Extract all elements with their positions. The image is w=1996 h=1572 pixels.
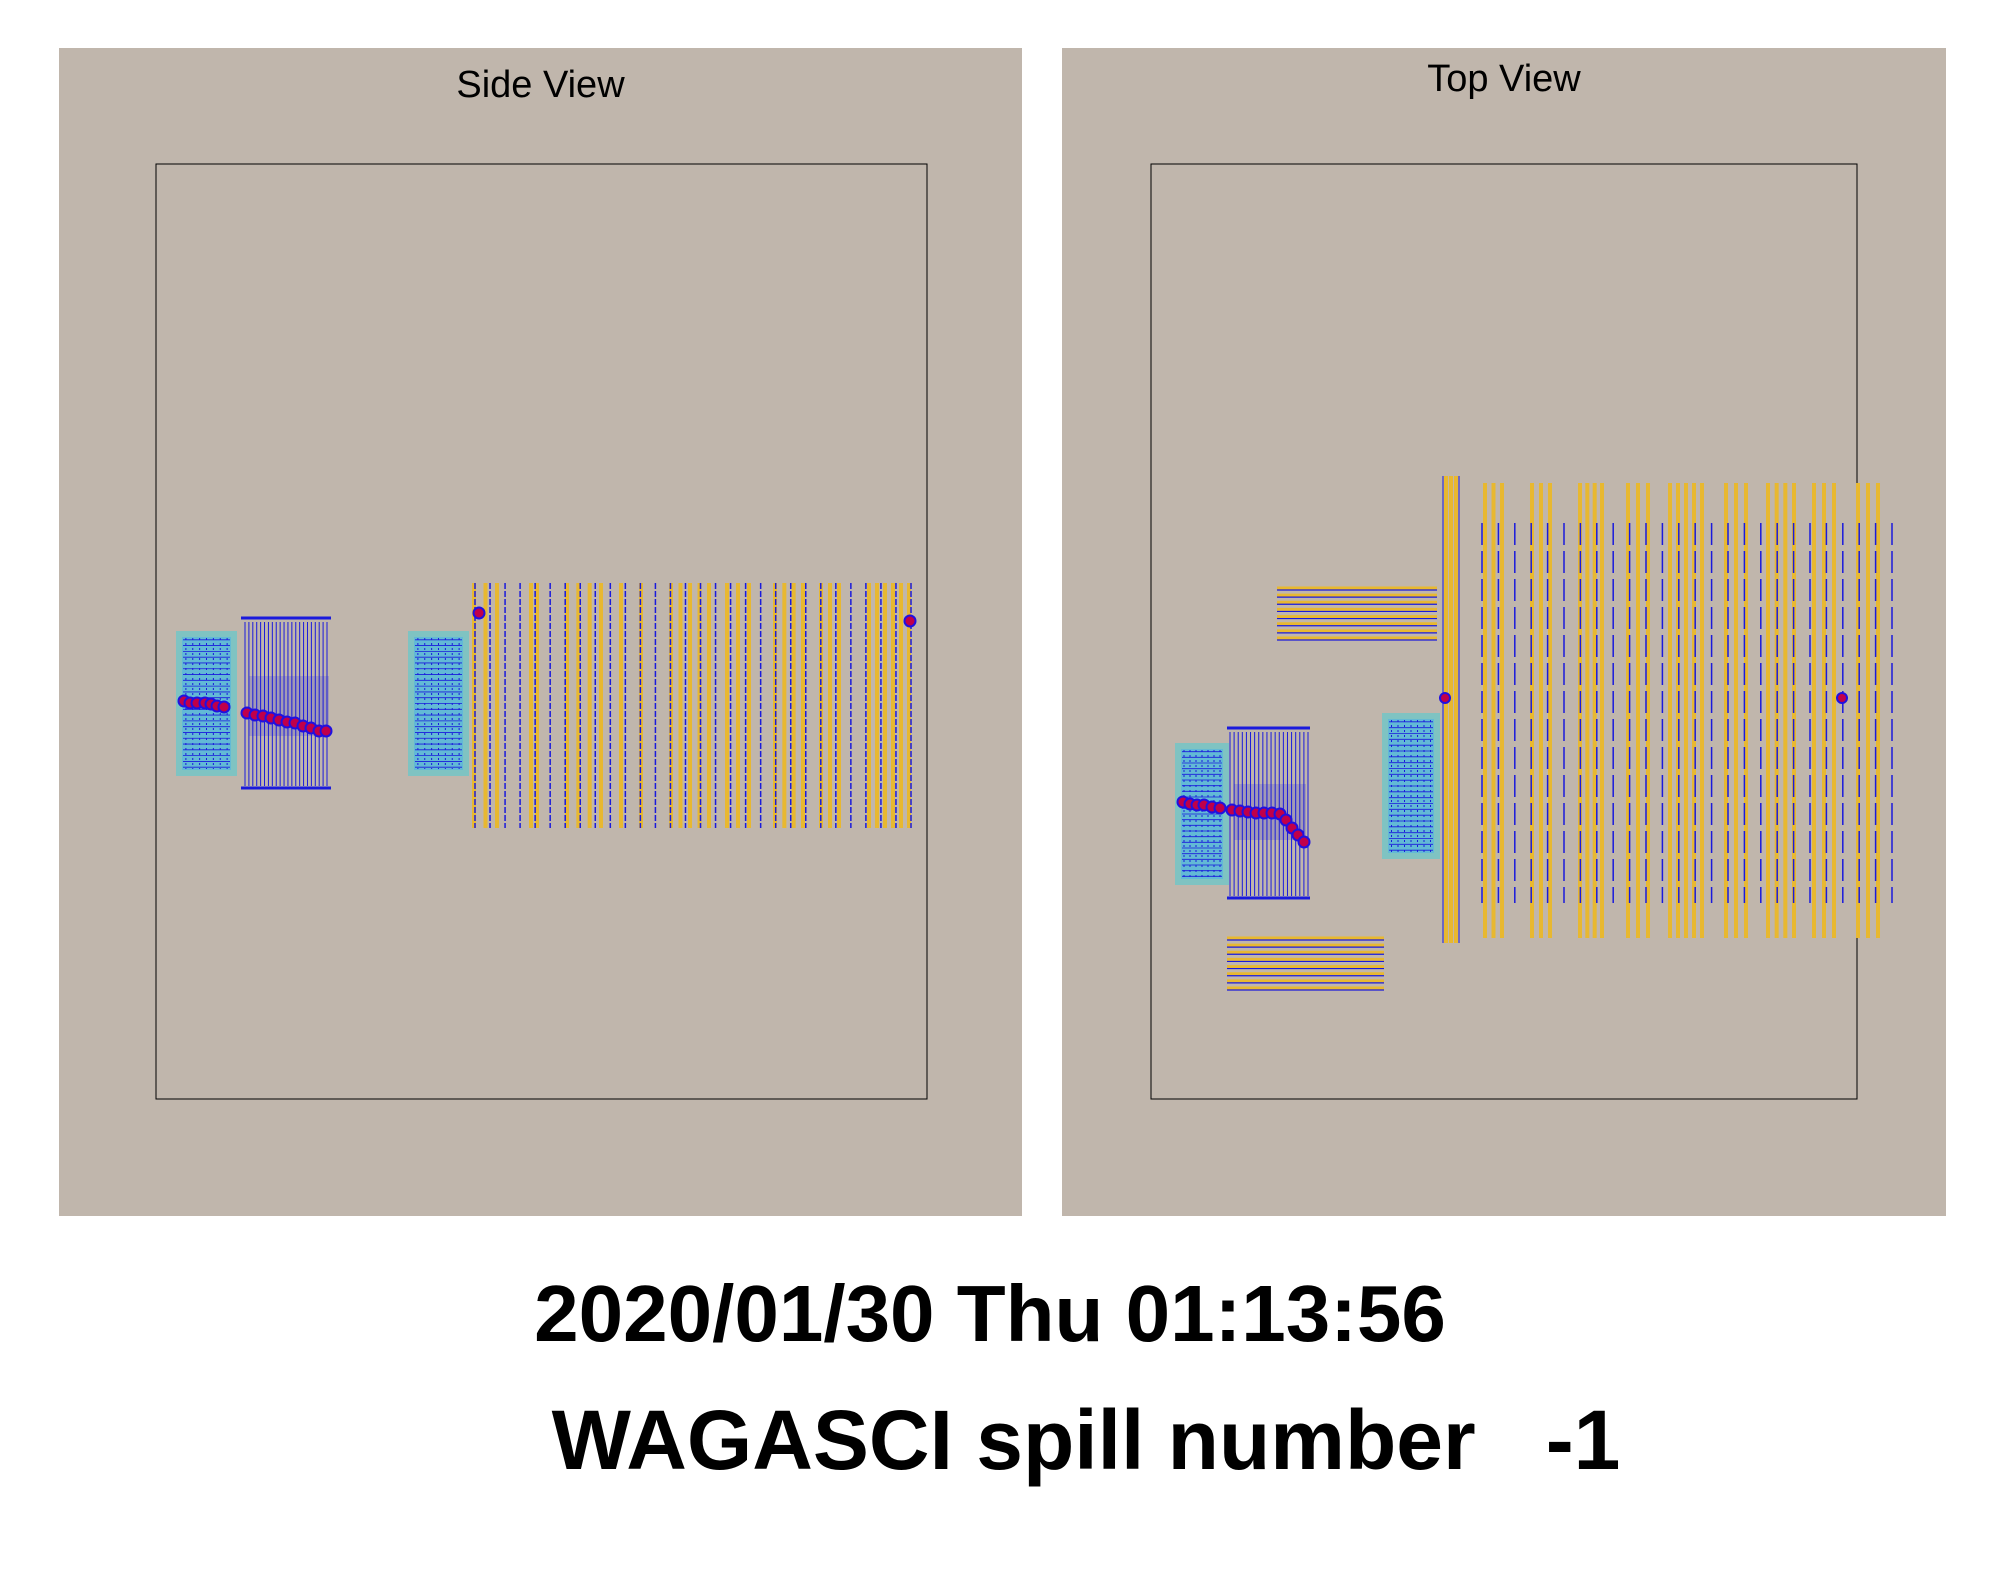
- top-view-panel: Top View: [1062, 48, 1946, 1216]
- hit-marker-icon: [1439, 692, 1451, 704]
- top-upper-side-mrd: [1277, 586, 1437, 641]
- hit-marker-icon: [903, 614, 917, 628]
- hit-marker-icon: [472, 606, 486, 620]
- spill-number-label: WAGASCI spill number -1: [551, 1393, 1621, 1487]
- top-babymind: [1442, 476, 1893, 943]
- hit-marker-icon: [1213, 801, 1227, 815]
- top-edge-hits: [1439, 692, 1848, 704]
- hit-marker-icon: [1836, 692, 1848, 704]
- side-wagasci-module: [241, 616, 331, 790]
- side-view-frame: [155, 163, 928, 1100]
- top-view-title: Top View: [1427, 58, 1581, 100]
- top-lower-side-mrd: [1227, 936, 1384, 991]
- top-view-display: [1150, 163, 1893, 1100]
- side-view-panel: Side View: [59, 48, 1022, 1216]
- side-proton-module-2: [408, 631, 469, 776]
- top-proton-module: [1175, 743, 1229, 885]
- side-babymind: [472, 583, 912, 828]
- event-timestamp: 2020/01/30 Thu 01:13:56: [534, 1269, 1446, 1358]
- hit-marker-icon: [217, 700, 231, 714]
- top-proton-module-2: [1382, 713, 1440, 859]
- hit-marker-icon: [1297, 835, 1311, 849]
- hit-marker-icon: [319, 724, 333, 738]
- side-edge-hits: [472, 606, 917, 628]
- side-view-display: [155, 163, 928, 1100]
- side-view-title: Side View: [456, 64, 625, 106]
- side-track-hits: [177, 694, 333, 738]
- top-track-hits: [1176, 795, 1311, 849]
